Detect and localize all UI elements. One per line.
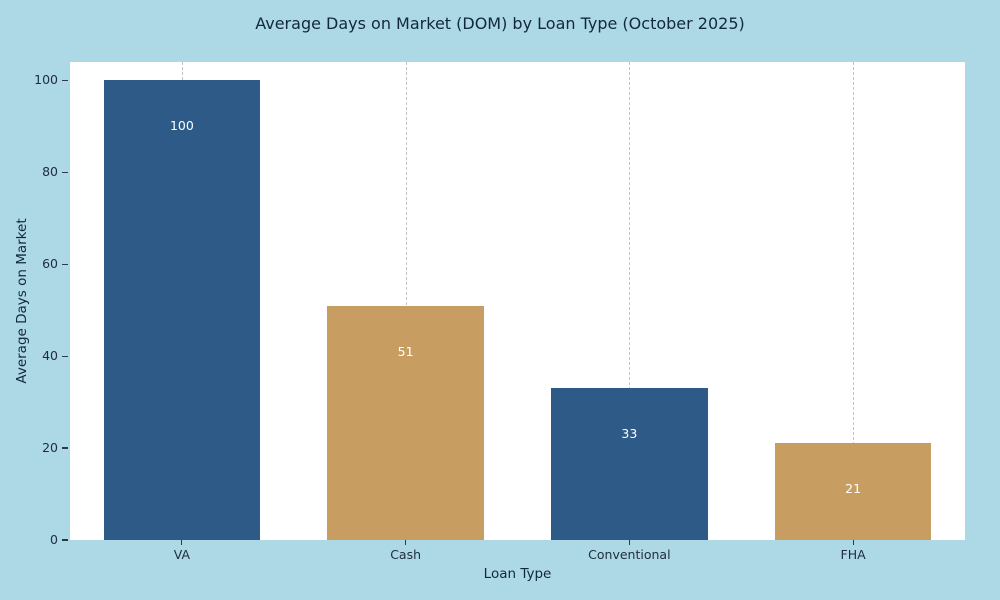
bar-value-label: 21 [845, 481, 862, 497]
y-tick-label: 40 [42, 348, 58, 364]
gridline-vertical [405, 62, 407, 540]
y-tick-label: 100 [34, 72, 58, 88]
gridline-vertical [629, 62, 631, 540]
gridline-vertical [853, 62, 855, 540]
y-tick-label: 20 [42, 440, 58, 456]
y-tick-mark [62, 263, 68, 265]
y-tick-mark [62, 79, 68, 81]
x-tick-label: Conventional [588, 547, 671, 562]
x-tick-label: VA [173, 547, 191, 562]
x-tick-mark [405, 540, 407, 545]
bar-conventional: 33 [551, 388, 708, 540]
x-tick-mark [181, 540, 183, 545]
y-tick-label: 80 [42, 164, 58, 180]
bar-value-label: 51 [397, 343, 414, 359]
bar-value-label: 33 [621, 426, 638, 442]
y-tick-mark [62, 447, 68, 449]
y-tick-label: 60 [42, 256, 58, 272]
y-tick-mark [62, 539, 68, 541]
y-tick-mark [62, 355, 68, 357]
x-tick-mark [852, 540, 854, 545]
y-tick-mark [62, 171, 68, 173]
bar-value-label: 100 [169, 118, 194, 134]
plot-area: 100 51 33 21 [70, 62, 965, 540]
y-tick-label: 0 [50, 532, 58, 547]
bar-fha: 21 [774, 443, 932, 540]
x-tick-mark [628, 540, 630, 545]
x-axis-label: Loan Type [483, 566, 552, 582]
x-tick-label: Cash [390, 547, 422, 562]
bar-va: 100 [103, 80, 261, 540]
chart-title: Average Days on Market (DOM) by Loan Typ… [255, 14, 745, 33]
bar-cash: 51 [327, 305, 484, 540]
x-tick-label: FHA [840, 547, 866, 562]
